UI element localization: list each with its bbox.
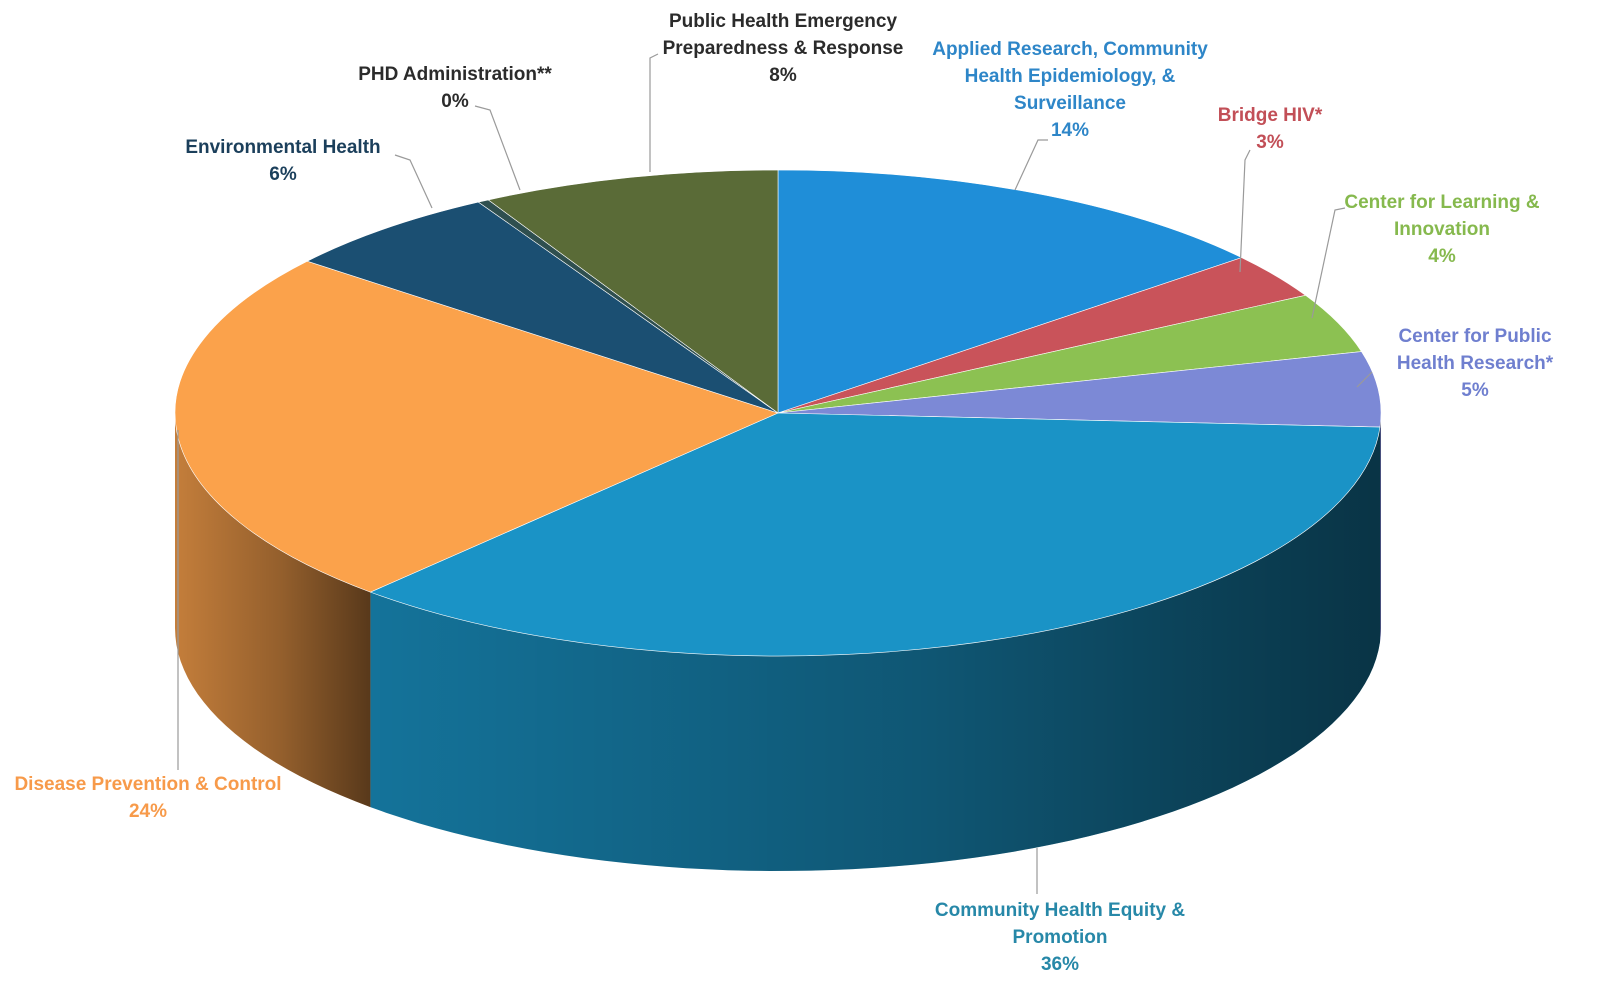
- slice-pct-4: 36%: [1041, 954, 1079, 975]
- slice-label-7: PHD Administration**: [358, 64, 552, 85]
- slice-label-8: Preparedness & Response: [663, 38, 904, 59]
- slice-label-3: Center for Public: [1398, 326, 1552, 347]
- slice-label-4: Promotion: [1013, 927, 1108, 948]
- slice-label-1: Bridge HIV*: [1218, 105, 1323, 126]
- pie-slice-4: [369, 412, 1381, 657]
- leader-line-7: [474, 105, 521, 191]
- slice-label-8: Public Health Emergency: [669, 11, 898, 32]
- pie-side-shade-3: [1380, 413, 1381, 643]
- slice-label-3: Health Research*: [1397, 353, 1554, 374]
- slice-label-2: Innovation: [1394, 219, 1490, 240]
- slice-label-2: Center for Learning &: [1344, 192, 1540, 213]
- leader-line-2: [1311, 207, 1346, 319]
- pie-top: [174, 169, 1382, 657]
- pie-sides: [175, 413, 1381, 871]
- slice-pct-2: 4%: [1428, 246, 1456, 267]
- slice-pct-8: 8%: [769, 65, 797, 86]
- slice-labels: Applied Research, Community Health Epidem…: [14, 11, 1553, 975]
- slice-label-5: Disease Prevention & Control: [14, 774, 281, 795]
- slice-label-4: Community Health Equity &: [935, 900, 1185, 921]
- slice-label-0: Health Epidemiology, &: [965, 66, 1176, 87]
- pie-slice-6: [306, 201, 779, 414]
- leader-line-1: [1239, 149, 1251, 273]
- slice-pct-5: 24%: [129, 801, 167, 822]
- leader-line-0: [1014, 139, 1048, 191]
- slice-label-0: Applied Research, Community: [932, 39, 1208, 60]
- leader-line-3: [1356, 371, 1373, 388]
- pie-side-shade-4: [370, 427, 1380, 871]
- leader-line-6: [394, 154, 433, 209]
- pie-slice-5: [174, 260, 779, 593]
- slice-label-6: Environmental Health: [185, 137, 380, 158]
- slice-pct-3: 5%: [1461, 380, 1489, 401]
- pie-side-shade-5: [175, 413, 371, 808]
- slice-pct-1: 3%: [1256, 132, 1284, 153]
- slice-pct-6: 6%: [269, 164, 297, 185]
- pie-slice-3: [777, 351, 1382, 428]
- slice-pct-0: 14%: [1051, 120, 1089, 141]
- slice-pct-7: 0%: [441, 91, 469, 112]
- slice-label-0: Surveillance: [1014, 93, 1126, 114]
- pie-slice-8: [487, 169, 779, 414]
- leader-line-8: [649, 53, 659, 172]
- pie-slice-0: [777, 169, 1243, 414]
- leader-lines: [177, 53, 1373, 894]
